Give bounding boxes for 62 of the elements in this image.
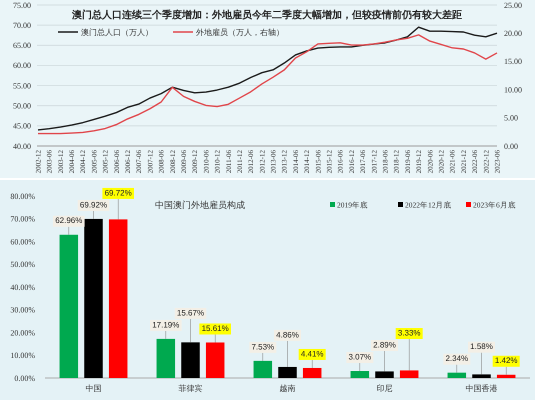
y-tick-label: 50.00 [13,102,31,111]
y-tick-label: 30.00% [10,306,36,315]
y-tick-label: 45.00 [13,122,31,131]
y-tick-label: 75.00 [13,0,31,10]
bar [254,360,272,378]
bar [375,371,394,378]
data-label: 69.72% [104,188,132,198]
y-tick-label: 0.00% [14,374,36,383]
x-tick-label: 菲律宾 [178,384,202,393]
bar [278,366,297,378]
bar [350,371,370,378]
data-label: 3.33% [398,328,421,338]
bar [84,218,103,378]
y-tick-label: 65.00 [13,41,31,50]
text: 澳门总人口连续三个季度增加：外地雇员今年二季度大幅增加，但较疫情前仍有较大差距 [71,9,462,21]
x-tick-label: 中国 [86,384,102,393]
y2-tick-label: 20.00 [504,29,522,38]
bar [181,342,200,378]
y-tick-label: 50.00% [10,260,36,270]
chart-title: 中国澳门外地雇员构成 [155,200,245,210]
y-tick-label: 10.00% [10,351,36,360]
data-label: 4.86% [276,330,299,340]
y2-tick-label: 5.00 [504,114,518,123]
bar [156,338,176,378]
bar [60,234,78,378]
x-tick-label: 越南 [280,384,296,393]
data-label: 15.61% [202,324,229,333]
data-label: 17.19% [152,320,180,330]
y-tick-label: 55.00 [13,81,31,90]
legend-label: 澳门总人口（万人） [81,28,153,37]
y-tick-label: 20.00% [10,328,36,338]
data-label: 1.58% [470,342,493,352]
y-tick-label: 60.00 [13,61,31,70]
data-label: 3.07% [348,352,372,362]
bar [108,219,128,378]
data-label: 62.96% [55,216,82,226]
y2-tick-label: 15.00 [504,57,522,66]
bar [400,370,418,378]
data-label: 7.53% [251,342,274,352]
bar [448,372,466,378]
y-tick-label: 60.00% [10,237,36,246]
data-label: 15.67% [176,308,204,318]
legend-label: 外地雇员（万人，右轴） [196,28,284,37]
bar [302,368,322,378]
bar [206,342,224,378]
y-tick-label: 40.00 [13,142,31,151]
y-tick-label: 80.00% [10,192,36,201]
y-tick-label: 70.00 [13,20,31,30]
data-label: 1.42% [494,356,518,366]
data-label: 2.34% [445,354,468,364]
x-tick-label: 中国香港 [466,384,498,393]
y2-tick-label: 0.00 [504,142,518,151]
data-label: 2.89% [373,340,396,350]
x-tick-label: 印尼 [376,384,392,393]
data-label: 4.41% [300,349,324,358]
y2-tick-label: 10.00 [504,85,522,94]
bar [496,374,516,378]
data-label: 69.92% [80,200,108,210]
y-tick-label: 70.00% [10,214,36,224]
y2-tick-label: 25.00 [504,0,522,10]
y-tick-label: 40.00% [10,282,36,292]
bar [472,374,491,378]
